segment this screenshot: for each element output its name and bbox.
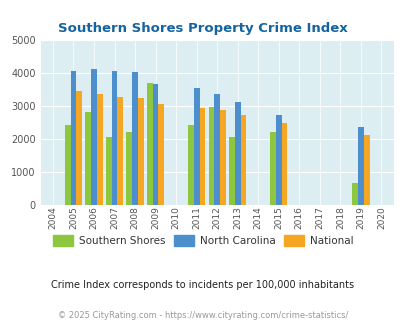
Bar	[240, 115, 246, 205]
Bar	[111, 71, 117, 205]
Text: Southern Shores Property Crime Index: Southern Shores Property Crime Index	[58, 21, 347, 35]
Bar	[188, 125, 193, 205]
Bar	[363, 135, 369, 205]
Bar	[97, 94, 102, 205]
Bar	[152, 84, 158, 205]
Bar	[147, 82, 152, 205]
Bar	[234, 102, 240, 205]
Legend: Southern Shores, North Carolina, National: Southern Shores, North Carolina, Nationa…	[48, 231, 357, 250]
Bar	[106, 137, 111, 205]
Bar	[220, 110, 225, 205]
Bar	[76, 91, 82, 205]
Text: © 2025 CityRating.com - https://www.cityrating.com/crime-statistics/: © 2025 CityRating.com - https://www.city…	[58, 311, 347, 320]
Bar	[65, 125, 70, 205]
Bar	[281, 123, 287, 205]
Text: Crime Index corresponds to incidents per 100,000 inhabitants: Crime Index corresponds to incidents per…	[51, 280, 354, 290]
Bar	[214, 94, 220, 205]
Bar	[91, 69, 97, 205]
Bar	[228, 137, 234, 205]
Bar	[208, 107, 214, 205]
Bar	[85, 112, 91, 205]
Bar	[126, 132, 132, 205]
Bar	[270, 132, 275, 205]
Bar	[117, 97, 123, 205]
Bar	[357, 127, 363, 205]
Bar	[352, 183, 357, 205]
Bar	[199, 108, 205, 205]
Bar	[193, 88, 199, 205]
Bar	[275, 115, 281, 205]
Bar	[158, 104, 164, 205]
Bar	[132, 72, 138, 205]
Bar	[138, 98, 143, 205]
Bar	[70, 71, 76, 205]
